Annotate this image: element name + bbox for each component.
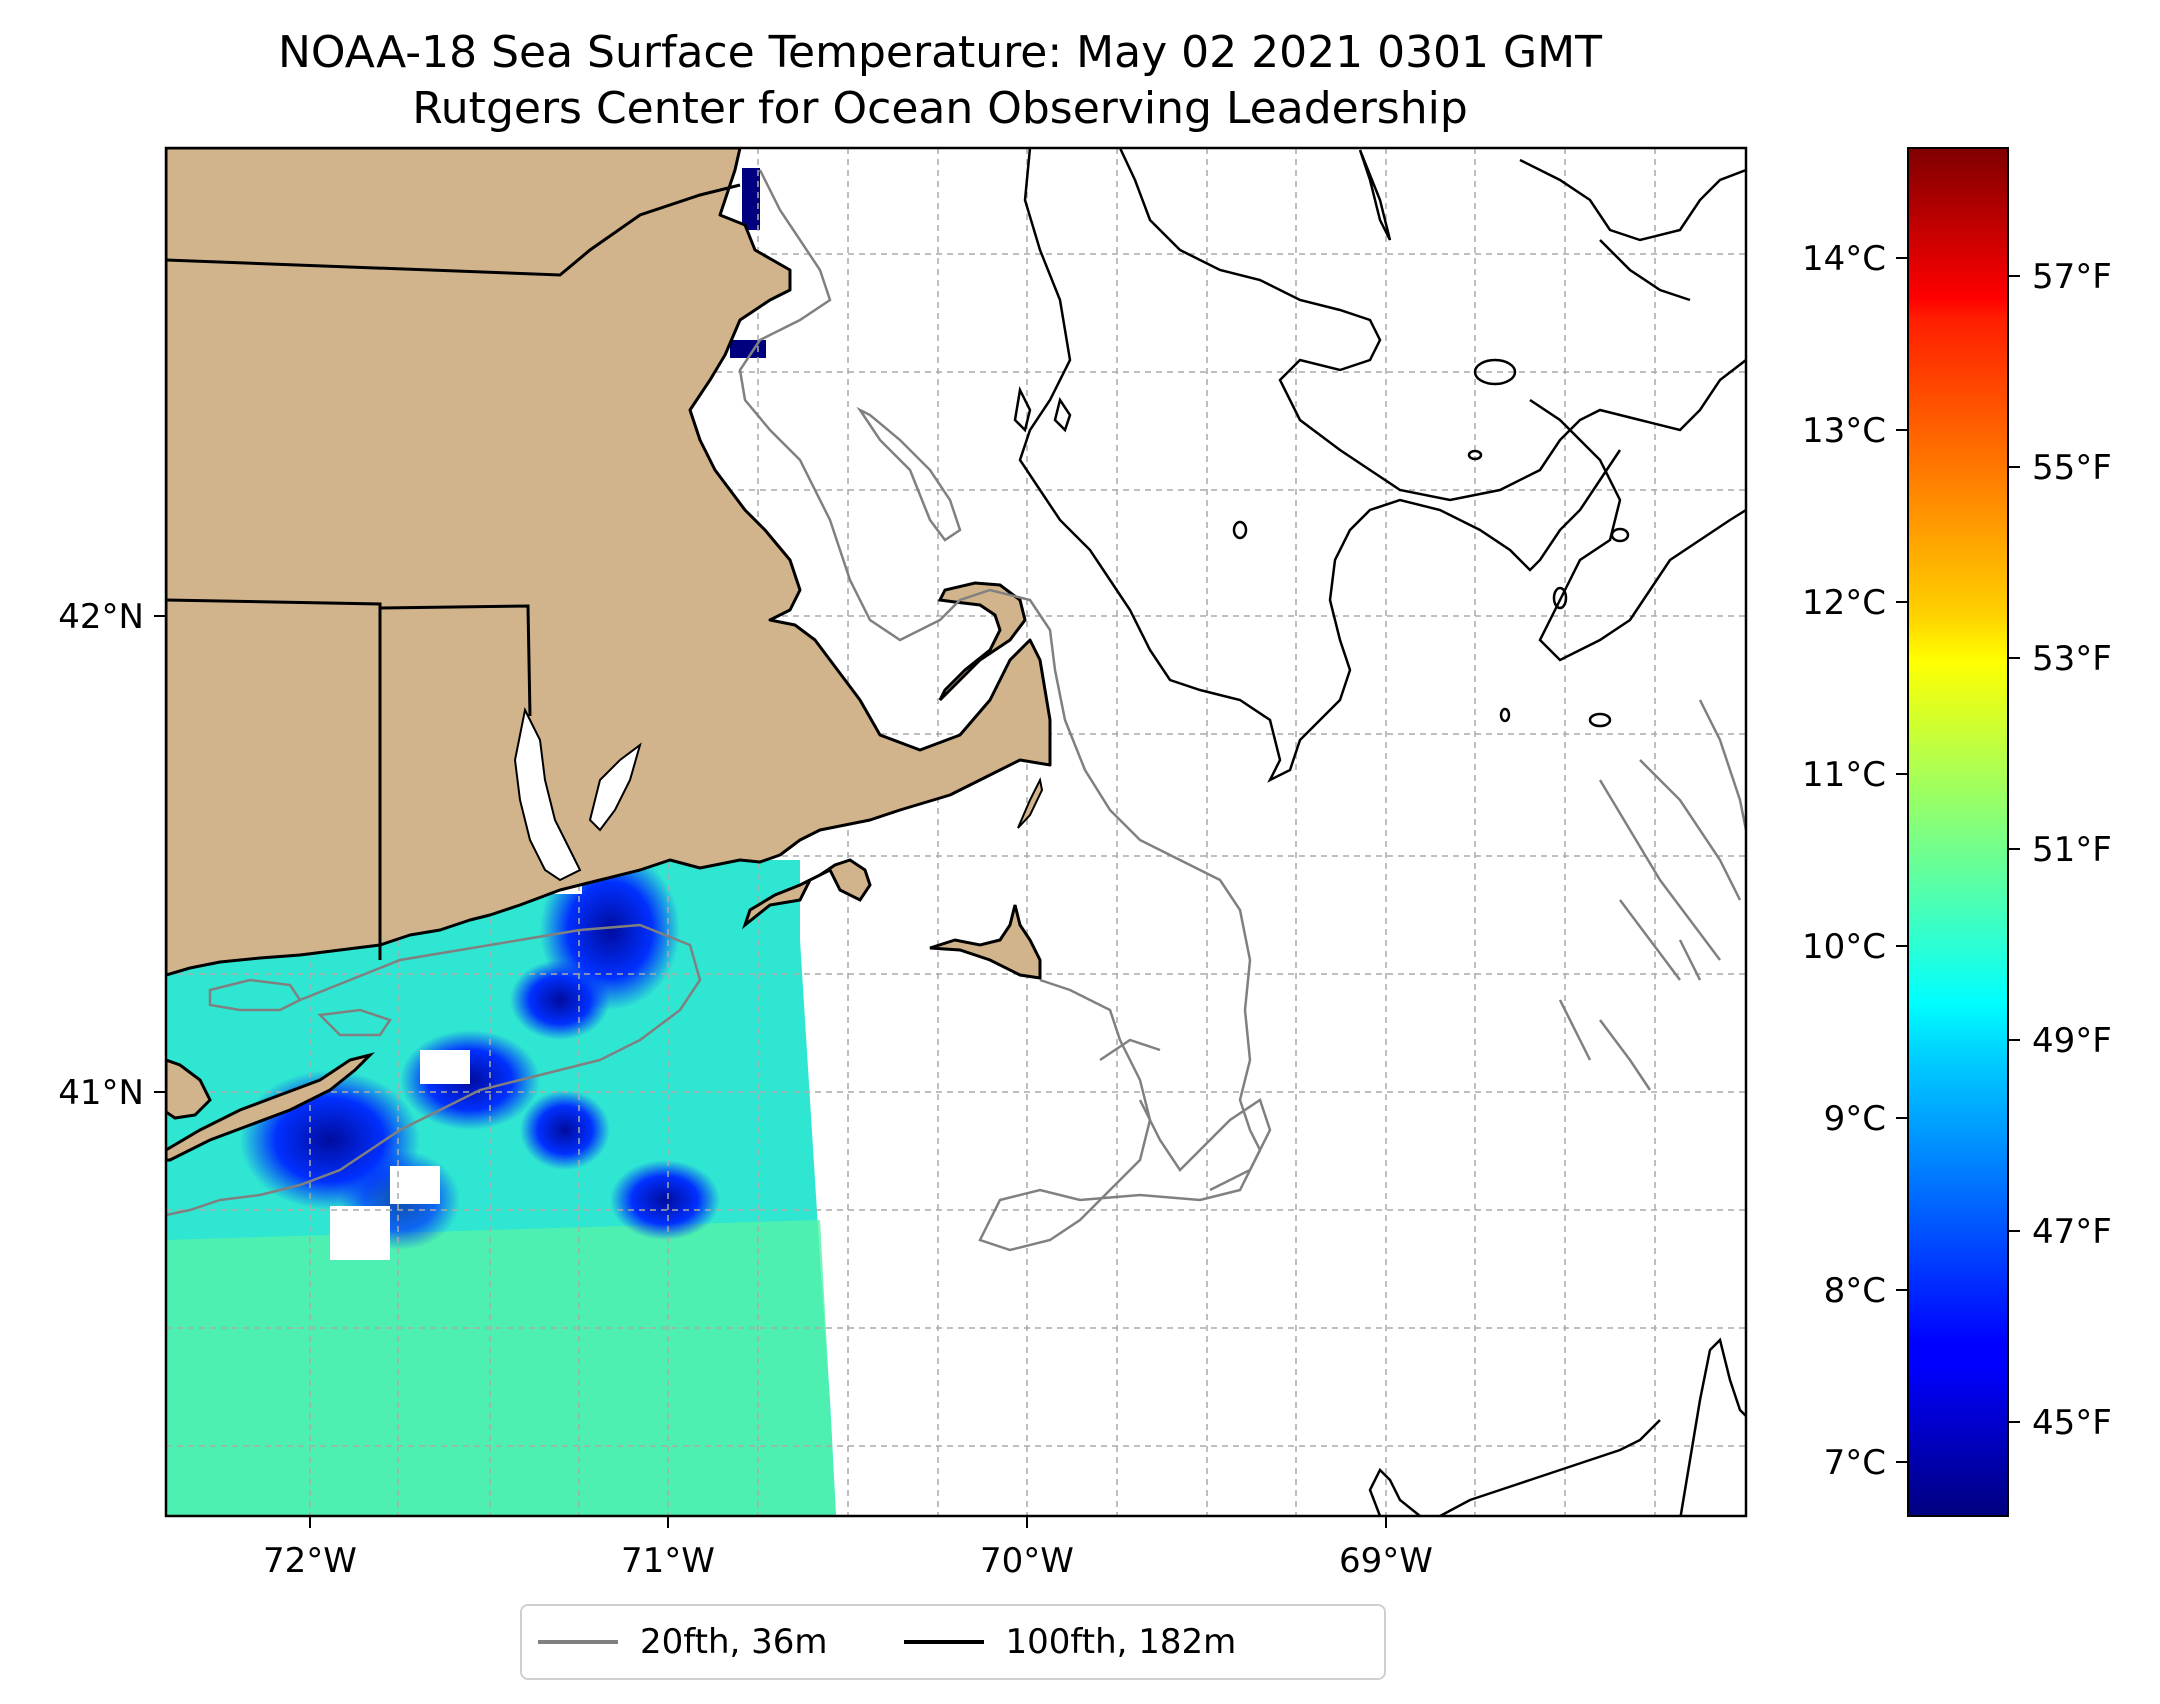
colorbar-celsius-label: 13°C <box>1802 411 1886 451</box>
chart-title: NOAA-18 Sea Surface Temperature: May 02 … <box>278 27 1602 78</box>
sst-gap <box>330 1206 390 1260</box>
colorbar <box>1896 147 2020 1517</box>
colorbar-celsius-label: 7°C <box>1824 1443 1886 1483</box>
land-mainland <box>166 148 1052 977</box>
colorbar-fahrenheit-label: 57°F <box>2032 257 2112 297</box>
colorbar-fahrenheit-label: 51°F <box>2032 830 2112 870</box>
map-frame <box>164 146 1748 1518</box>
legend-item-20fth: 20fth, 36m <box>522 1622 828 1662</box>
lat-label: 41°N <box>58 1073 144 1113</box>
legend-swatch-black <box>903 1640 984 1644</box>
sst-gap <box>420 1050 470 1084</box>
narragansett-bay <box>513 706 582 882</box>
lon-label: 72°W <box>263 1541 357 1581</box>
contour-legend: 20fth, 36m 100fth, 182m <box>520 1604 1386 1680</box>
buzzards-bay <box>588 742 642 832</box>
lon-label: 69°W <box>1339 1541 1433 1581</box>
sst-cold-strip <box>730 340 766 358</box>
map-ticks <box>154 615 1387 1528</box>
lon-label: 71°W <box>621 1541 715 1581</box>
lat-label: 42°N <box>58 597 144 637</box>
colorbar-celsius-label: 12°C <box>1802 583 1886 623</box>
colorbar-celsius-label: 9°C <box>1824 1099 1886 1139</box>
contour-100fth <box>1013 148 1746 1516</box>
lon-label: 70°W <box>980 1541 1074 1581</box>
land-long-island-east <box>166 1058 212 1120</box>
land-cape-cod <box>937 581 1027 702</box>
colorbar-gradient <box>1907 147 2009 1517</box>
colorbar-celsius-label: 8°C <box>1824 1271 1886 1311</box>
sst-cold-patch <box>520 1090 610 1170</box>
chart-subtitle: Rutgers Center for Ocean Observing Leade… <box>412 83 1468 134</box>
colorbar-celsius-label: 11°C <box>1802 755 1886 795</box>
legend-label: 20fth, 36m <box>640 1622 828 1662</box>
state-boundaries <box>166 183 741 960</box>
sst-swath-lower <box>166 1220 836 1516</box>
contour-20fth <box>166 169 1746 1252</box>
legend-item-100fth: 100fth, 182m <box>888 1622 1237 1662</box>
legend-swatch-grey <box>538 1640 618 1644</box>
colorbar-ticks <box>1896 257 2020 1463</box>
sst-cold-patch <box>510 960 610 1040</box>
colorbar-fahrenheit-label: 45°F <box>2032 1403 2112 1443</box>
colorbar-celsius-label: 14°C <box>1802 239 1886 279</box>
colorbar-celsius-label: 10°C <box>1802 927 1886 967</box>
sst-cold-patch <box>610 1160 720 1240</box>
map-area <box>166 148 1746 1516</box>
legend-label: 100fth, 182m <box>1005 1622 1237 1662</box>
sst-cold-strip <box>742 168 760 230</box>
colorbar-fahrenheit-label: 53°F <box>2032 639 2112 679</box>
land-nantucket <box>929 904 1042 980</box>
colorbar-fahrenheit-label: 47°F <box>2032 1212 2112 1252</box>
colorbar-fahrenheit-label: 55°F <box>2032 448 2112 488</box>
land-long-island <box>166 1052 375 1162</box>
colorbar-fahrenheit-label: 49°F <box>2032 1021 2112 1061</box>
land-marthas-vineyard <box>741 858 872 930</box>
land-monomoy <box>1017 776 1044 829</box>
